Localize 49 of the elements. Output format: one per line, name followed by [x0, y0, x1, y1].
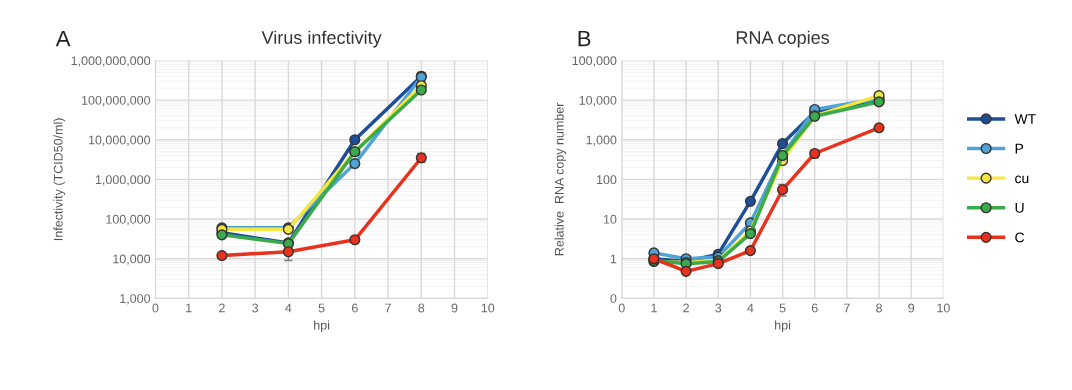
chart-title: RNA copies: [736, 30, 830, 48]
x-tick-label: 5: [318, 303, 325, 313]
y-tick-label: 1,000,000: [95, 175, 151, 186]
legend-label: cu: [1015, 175, 1029, 184]
y-tick-label: 1,000: [120, 294, 151, 305]
y-tick-label: 10,000,000: [88, 135, 151, 146]
x-tick-label: 4: [747, 303, 754, 313]
x-tick-label: 2: [219, 303, 225, 313]
x-tick-label: 10: [937, 303, 950, 313]
x-axis-title: hpi: [775, 320, 791, 333]
x-tick-label: 6: [351, 303, 358, 313]
x-tick-label: 10: [481, 303, 495, 313]
x-tick-label: 1: [186, 303, 192, 313]
x-tick-label: 8: [876, 303, 882, 313]
x-tick-label: 1: [651, 303, 657, 313]
x-tick-label: 9: [451, 303, 458, 313]
y-tick-label: 1,000,000,000: [71, 56, 151, 67]
y-tick-label: 10,000: [113, 254, 151, 265]
text: B: [578, 30, 591, 47]
legend-label: WT: [1014, 114, 1036, 124]
x-tick-label: 8: [418, 303, 425, 313]
y-tick-label: 100,000,000: [82, 95, 151, 107]
y-tick-label: 1: [610, 254, 617, 264]
legend-label: C: [1015, 232, 1025, 243]
y-tick-label: 100,000: [572, 56, 617, 67]
y-tick-label: 100,000: [106, 214, 151, 226]
x-axis-title: hpi: [314, 320, 330, 333]
x-tick-label: 6: [811, 303, 818, 313]
x-tick-label: 3: [715, 303, 722, 313]
x-tick-label: 4: [285, 303, 292, 313]
x-tick-label: 7: [844, 303, 850, 313]
x-tick-label: 5: [779, 303, 786, 313]
y-axis-title: Relative RNA copy number: [554, 102, 567, 256]
legend-label: P: [1015, 143, 1024, 154]
text: A: [55, 30, 71, 47]
y-tick-label: 1,000: [586, 135, 617, 146]
x-tick-label: 2: [683, 303, 689, 313]
x-tick-label: 0: [618, 303, 625, 313]
legend-label: U: [1015, 203, 1024, 213]
y-tick-label: 100: [597, 175, 617, 185]
y-tick-label: 10: [603, 214, 617, 224]
y-tick-label: 10,000: [579, 95, 617, 107]
x-tick-label: 0: [152, 303, 159, 313]
x-tick-label: 3: [252, 303, 259, 313]
x-tick-label: 9: [908, 303, 915, 313]
y-tick-label: 0: [610, 294, 617, 303]
chart-title: Virus infectivity: [261, 30, 382, 48]
x-tick-label: 7: [385, 303, 391, 313]
y-axis-title: Infectivity (TCID50/ml): [53, 118, 66, 241]
